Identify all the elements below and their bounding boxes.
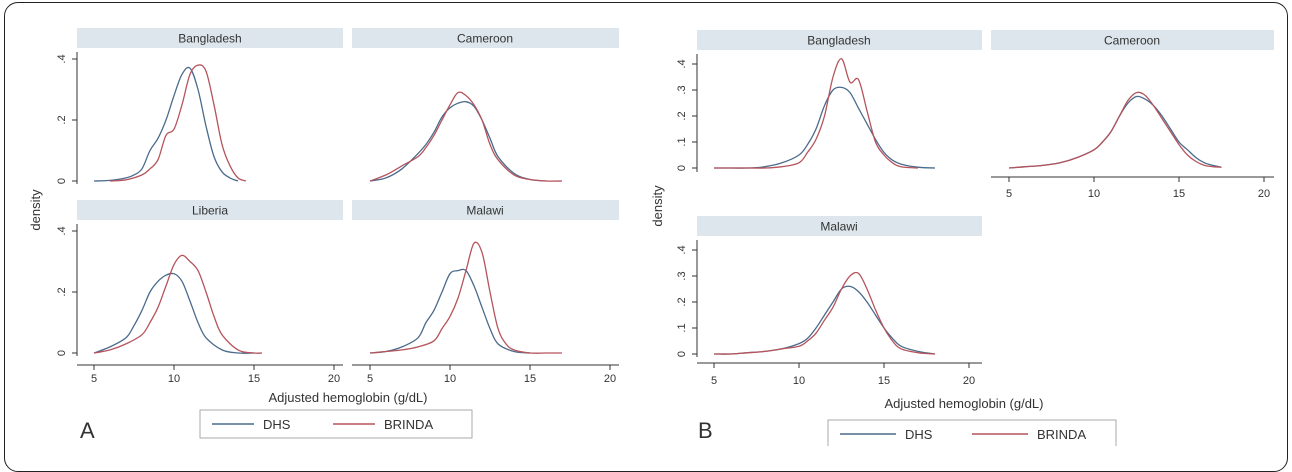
strip-a-liberia <box>77 200 343 220</box>
b-xtick-label: 15 <box>878 375 890 387</box>
strip-b-cameroon <box>991 30 1274 50</box>
a-xtick-label: 5 <box>91 373 97 385</box>
a-ytick-label: 0 <box>56 350 68 356</box>
strip-a-bangladesh <box>77 28 343 48</box>
b-yticks-top: 0 .1 .2 .3 .4 <box>676 59 697 171</box>
a-yticks-top: 0 .2 .4 <box>56 54 77 184</box>
series-line-brinda-malawi <box>713 271 936 355</box>
legend-a-box <box>199 409 473 439</box>
b-ytick-label: 0 <box>676 351 688 357</box>
strip-a-malawi-title: Malawi <box>466 204 503 218</box>
strip-a-malawi <box>352 200 619 220</box>
a-xtick-label: 15 <box>248 373 260 385</box>
series-line-brinda-cameroon <box>369 91 563 182</box>
a-xtick-label: 20 <box>604 373 616 385</box>
b-ytick-label: .4 <box>676 59 688 68</box>
a-xticks-right: 5 10 15 20 <box>367 365 616 385</box>
legend-b-brinda-label: BRINDA <box>1037 427 1086 442</box>
b-xticks-cameroon: 5 10 15 20 <box>1006 177 1270 200</box>
legend-b-dhs-label: DHS <box>905 427 933 442</box>
panel-a: Bangladesh Cameroon Liberia Malawi 0 .2 … <box>28 28 619 443</box>
a-ytick-label: .4 <box>56 54 68 63</box>
b-xtick-label: 20 <box>963 375 975 387</box>
series-line-dhs-malawi <box>369 268 531 354</box>
b-yticks-bottom: 0 .1 .2 .3 .4 <box>676 245 697 357</box>
b-ytick-label: 0 <box>676 165 688 171</box>
a-xlabel: Adjusted hemoglobin (g/dL) <box>269 390 428 405</box>
b-ytick-label: .3 <box>676 85 688 94</box>
b-ytick-label: .1 <box>676 137 688 146</box>
figure-canvas: Bangladesh Cameroon Liberia Malawi 0 .2 … <box>28 28 1274 446</box>
strip-b-bangladesh <box>697 30 982 50</box>
a-ytick-label: .4 <box>56 226 68 235</box>
b-ytick-label: .2 <box>676 297 688 306</box>
b-ytick-label: .1 <box>676 323 688 332</box>
strip-b-cameroon-title: Cameroon <box>1104 34 1160 48</box>
series-line-dhs-bangladesh <box>714 86 936 169</box>
a-xtick-label: 5 <box>367 373 373 385</box>
legend-a-dhs-label: DHS <box>263 417 291 432</box>
strip-a-bangladesh-title: Bangladesh <box>178 32 241 46</box>
panel-b-letter: B <box>698 418 713 443</box>
b-xticks-malawi: 5 10 15 20 <box>711 363 975 387</box>
b-xlabel: Adjusted hemoglobin (g/dL) <box>885 396 1044 411</box>
b-ytick-label: .2 <box>676 111 688 120</box>
a-xticks-left: 5 10 15 20 <box>91 365 340 385</box>
a-xtick-label: 15 <box>524 373 536 385</box>
b-ylabel: density <box>650 185 665 227</box>
strip-b-bangladesh-title: Bangladesh <box>807 34 870 48</box>
b-xtick-label: 20 <box>1258 188 1270 200</box>
b-xtick-label: 15 <box>1173 188 1185 200</box>
series-line-brinda-cameroon <box>1008 91 1222 169</box>
series-line-brinda-bangladesh <box>714 58 919 169</box>
b-xtick-label: 5 <box>711 375 717 387</box>
a-ytick-label: .2 <box>56 115 68 124</box>
series-line-dhs-cameroon <box>369 100 547 182</box>
strip-b-malawi-title: Malawi <box>820 220 857 234</box>
panel-a-letter: A <box>80 418 95 443</box>
b-ytick-label: .4 <box>676 245 688 254</box>
a-yticks-bottom: 0 .2 .4 <box>56 226 77 356</box>
legend-b-box <box>827 419 1117 446</box>
a-ytick-label: .2 <box>56 287 68 296</box>
b-xtick-label: 10 <box>1088 188 1100 200</box>
strip-a-cameroon-title: Cameroon <box>457 32 513 46</box>
strip-a-cameroon <box>352 28 619 48</box>
series-line-brinda-malawi <box>369 241 562 354</box>
a-xtick-label: 20 <box>328 373 340 385</box>
legend-a-brinda-label: BRINDA <box>384 417 433 432</box>
b-ytick-label: .3 <box>676 271 688 280</box>
density-curves <box>93 58 1222 355</box>
strip-b-malawi <box>697 216 982 236</box>
a-ylabel: density <box>28 189 43 231</box>
a-xtick-label: 10 <box>168 373 180 385</box>
b-xtick-label: 5 <box>1006 188 1012 200</box>
series-line-dhs-bangladesh <box>93 66 239 182</box>
series-line-brinda-liberia <box>93 254 263 354</box>
series-line-dhs-liberia <box>93 272 255 354</box>
a-ytick-label: 0 <box>56 178 68 184</box>
a-xtick-label: 10 <box>444 373 456 385</box>
panel-b: Bangladesh Cameroon Malawi 0 .1 .2 .3 .4… <box>650 30 1274 446</box>
series-line-brinda-bangladesh <box>109 64 247 182</box>
b-xtick-label: 10 <box>793 375 805 387</box>
strip-a-liberia-title: Liberia <box>192 204 228 218</box>
